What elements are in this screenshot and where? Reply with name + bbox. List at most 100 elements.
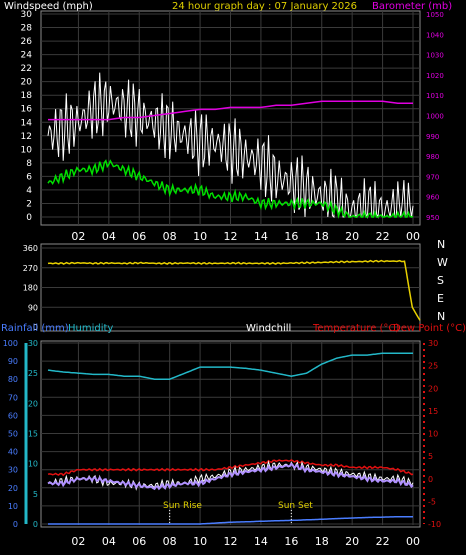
wind-y-tick: 12 bbox=[21, 132, 32, 142]
wind-x-tick: 18 bbox=[315, 230, 329, 243]
dewpoint-series bbox=[47, 462, 414, 491]
wind-y-tick: 28 bbox=[21, 24, 33, 34]
direction-y-tick: 0 bbox=[33, 323, 38, 332]
graph-date-title: 24 hour graph day : 07 January 2026 bbox=[172, 1, 357, 12]
temp-y-tick: -5 bbox=[428, 497, 436, 506]
direction-y-tick: 270 bbox=[23, 264, 38, 273]
wind-x-tick: 12 bbox=[224, 230, 238, 243]
wind-y-tick: 30 bbox=[21, 10, 33, 20]
wind-y-tick: 0 bbox=[26, 213, 32, 223]
wind-y-tick: 6 bbox=[26, 172, 32, 182]
wind-y-tick: 8 bbox=[26, 159, 32, 169]
baro-y-tick: 1040 bbox=[426, 31, 444, 39]
wind-gust-series bbox=[47, 72, 414, 219]
wind-y-tick: 4 bbox=[26, 186, 32, 196]
direction-y-tick: 360 bbox=[23, 244, 38, 253]
humidity-y-tick: 10 bbox=[28, 460, 38, 469]
compass-label: N bbox=[437, 310, 445, 323]
wind-x-tick: 06 bbox=[132, 230, 146, 243]
barometer-series bbox=[48, 100, 413, 121]
compass-label: N bbox=[437, 238, 445, 251]
wind-x-tick: 16 bbox=[284, 230, 298, 243]
compass-label: E bbox=[437, 292, 444, 305]
temperature-label: Temperature (°C) bbox=[312, 323, 399, 334]
wind-y-tick: 10 bbox=[21, 145, 33, 155]
wind-y-tick: 26 bbox=[21, 37, 33, 47]
humidity-y-tick: 30 bbox=[28, 339, 38, 348]
wind-avg-series bbox=[47, 159, 414, 219]
barometer-title: Barometer (mb) bbox=[372, 1, 452, 12]
temp-y-tick: 30 bbox=[428, 339, 438, 348]
windchill-series bbox=[47, 460, 414, 491]
temp-x-tick: 18 bbox=[315, 535, 329, 548]
humidity-label: Humidity bbox=[68, 323, 113, 334]
wind-y-tick: 24 bbox=[21, 51, 33, 61]
temp-y-tick: 15 bbox=[428, 407, 438, 416]
temp-x-tick: 02 bbox=[71, 535, 85, 548]
rain-y-tick: 60 bbox=[8, 411, 18, 420]
humidity-y-tick: 20 bbox=[28, 399, 38, 408]
windchill-label: Windchill bbox=[246, 323, 291, 334]
rainfall-series bbox=[48, 516, 413, 525]
baro-y-tick: 960 bbox=[426, 194, 439, 202]
temp-x-tick: 14 bbox=[254, 535, 268, 548]
baro-y-tick: 980 bbox=[426, 153, 439, 161]
windspeed-title: Windspeed (mph) bbox=[4, 1, 93, 12]
wind-x-tick: 10 bbox=[193, 230, 207, 243]
rain-y-tick: 0 bbox=[13, 520, 18, 529]
rain-y-tick: 10 bbox=[8, 502, 18, 511]
rain-y-tick: 90 bbox=[8, 357, 18, 366]
baro-y-tick: 990 bbox=[426, 133, 439, 141]
temp-x-tick: 10 bbox=[193, 535, 207, 548]
direction-y-tick: 90 bbox=[28, 303, 38, 312]
temp-x-tick: 22 bbox=[376, 535, 390, 548]
baro-y-tick: 970 bbox=[426, 173, 439, 181]
rain-y-tick: 20 bbox=[8, 484, 18, 493]
temp-y-tick: 5 bbox=[428, 452, 433, 461]
wind-chart: 0246810121416182022242628309509609709809… bbox=[21, 10, 444, 243]
temp-y-tick: 25 bbox=[428, 362, 438, 371]
baro-y-tick: 1010 bbox=[426, 92, 444, 100]
sunset-label: Sun Set bbox=[278, 501, 313, 511]
temp-y-tick: -10 bbox=[428, 520, 441, 529]
direction-y-tick: 180 bbox=[23, 284, 38, 293]
temp-y-tick: 10 bbox=[428, 430, 438, 439]
rain-y-tick: 80 bbox=[8, 375, 18, 384]
sunrise-label: Sun Rise bbox=[163, 501, 202, 511]
temp-x-tick: 12 bbox=[224, 535, 238, 548]
wind-x-tick: 04 bbox=[102, 230, 116, 243]
humidity-series bbox=[47, 352, 413, 380]
temp-y-tick: 0 bbox=[428, 475, 433, 484]
temperature-series bbox=[47, 459, 414, 477]
rain-y-tick: 70 bbox=[8, 393, 18, 402]
rain-y-tick: 100 bbox=[3, 339, 18, 348]
wind-y-tick: 22 bbox=[21, 64, 32, 74]
rain-y-tick: 30 bbox=[8, 466, 18, 475]
temp-x-tick: 20 bbox=[345, 535, 359, 548]
humidity-y-tick: 0 bbox=[33, 520, 38, 529]
baro-y-tick: 1030 bbox=[426, 52, 444, 60]
wind-y-tick: 18 bbox=[21, 91, 33, 101]
wind-y-tick: 20 bbox=[21, 78, 33, 88]
baro-y-tick: 1050 bbox=[426, 11, 444, 19]
temp-x-tick: 08 bbox=[163, 535, 177, 548]
temp-y-tick: 20 bbox=[428, 384, 438, 393]
wind-x-tick: 14 bbox=[254, 230, 268, 243]
temp-x-tick: 00 bbox=[406, 535, 420, 548]
humidity-y-tick: 5 bbox=[33, 490, 38, 499]
rainfall-label: Rainfall (mm) bbox=[1, 323, 69, 334]
humidity-y-tick: 15 bbox=[28, 430, 38, 439]
wind-x-tick: 08 bbox=[163, 230, 177, 243]
temp-x-tick: 04 bbox=[102, 535, 116, 548]
temp-x-tick: 06 bbox=[132, 535, 146, 548]
baro-y-tick: 1000 bbox=[426, 113, 444, 121]
baro-y-tick: 1020 bbox=[426, 72, 444, 80]
wind-y-tick: 16 bbox=[21, 105, 33, 115]
baro-y-tick: 950 bbox=[426, 214, 439, 222]
rain-y-tick: 40 bbox=[8, 448, 18, 457]
wind-y-tick: 2 bbox=[26, 199, 32, 209]
wind-x-tick: 20 bbox=[345, 230, 359, 243]
wind-x-tick: 02 bbox=[71, 230, 85, 243]
rain-y-tick: 50 bbox=[8, 430, 18, 439]
